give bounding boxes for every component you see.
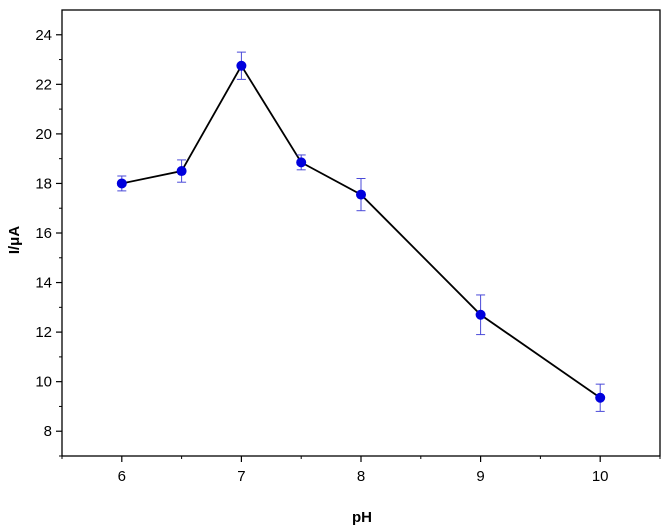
y-axis-ticks: 8 10 12 14 16 18 20 22 24 — [35, 27, 62, 457]
x-tick-label: 6 — [118, 468, 126, 485]
series-line — [121, 63, 601, 399]
series-layer — [116, 51, 606, 412]
x-axis-label: pH — [352, 509, 372, 526]
y-tick-label: 10 — [35, 374, 52, 391]
x-tick-label: 8 — [357, 468, 365, 485]
data-point — [475, 309, 486, 320]
y-tick-label: 20 — [35, 126, 52, 143]
data-point — [595, 392, 606, 403]
data-point — [116, 178, 127, 189]
x-tick-label: 10 — [592, 468, 609, 485]
data-point — [236, 60, 247, 71]
data-point — [176, 166, 187, 177]
plot-border — [61, 9, 661, 457]
x-tick-label: 7 — [237, 468, 245, 485]
y-tick-label: 14 — [35, 275, 52, 292]
y-tick-label: 18 — [35, 175, 52, 192]
x-axis-ticks: 6 7 8 9 10 — [61, 456, 661, 485]
plot-frame — [61, 9, 661, 457]
y-tick-label: 8 — [44, 423, 52, 440]
y-tick-label: 22 — [35, 76, 52, 93]
y-tick-label: 16 — [35, 225, 52, 242]
data-point — [296, 157, 307, 168]
y-tick-label: 12 — [35, 324, 52, 341]
y-axis-label: I/μA — [6, 226, 23, 255]
data-point — [356, 189, 366, 200]
y-tick-label: 24 — [35, 27, 52, 44]
x-tick-label: 9 — [476, 468, 484, 485]
